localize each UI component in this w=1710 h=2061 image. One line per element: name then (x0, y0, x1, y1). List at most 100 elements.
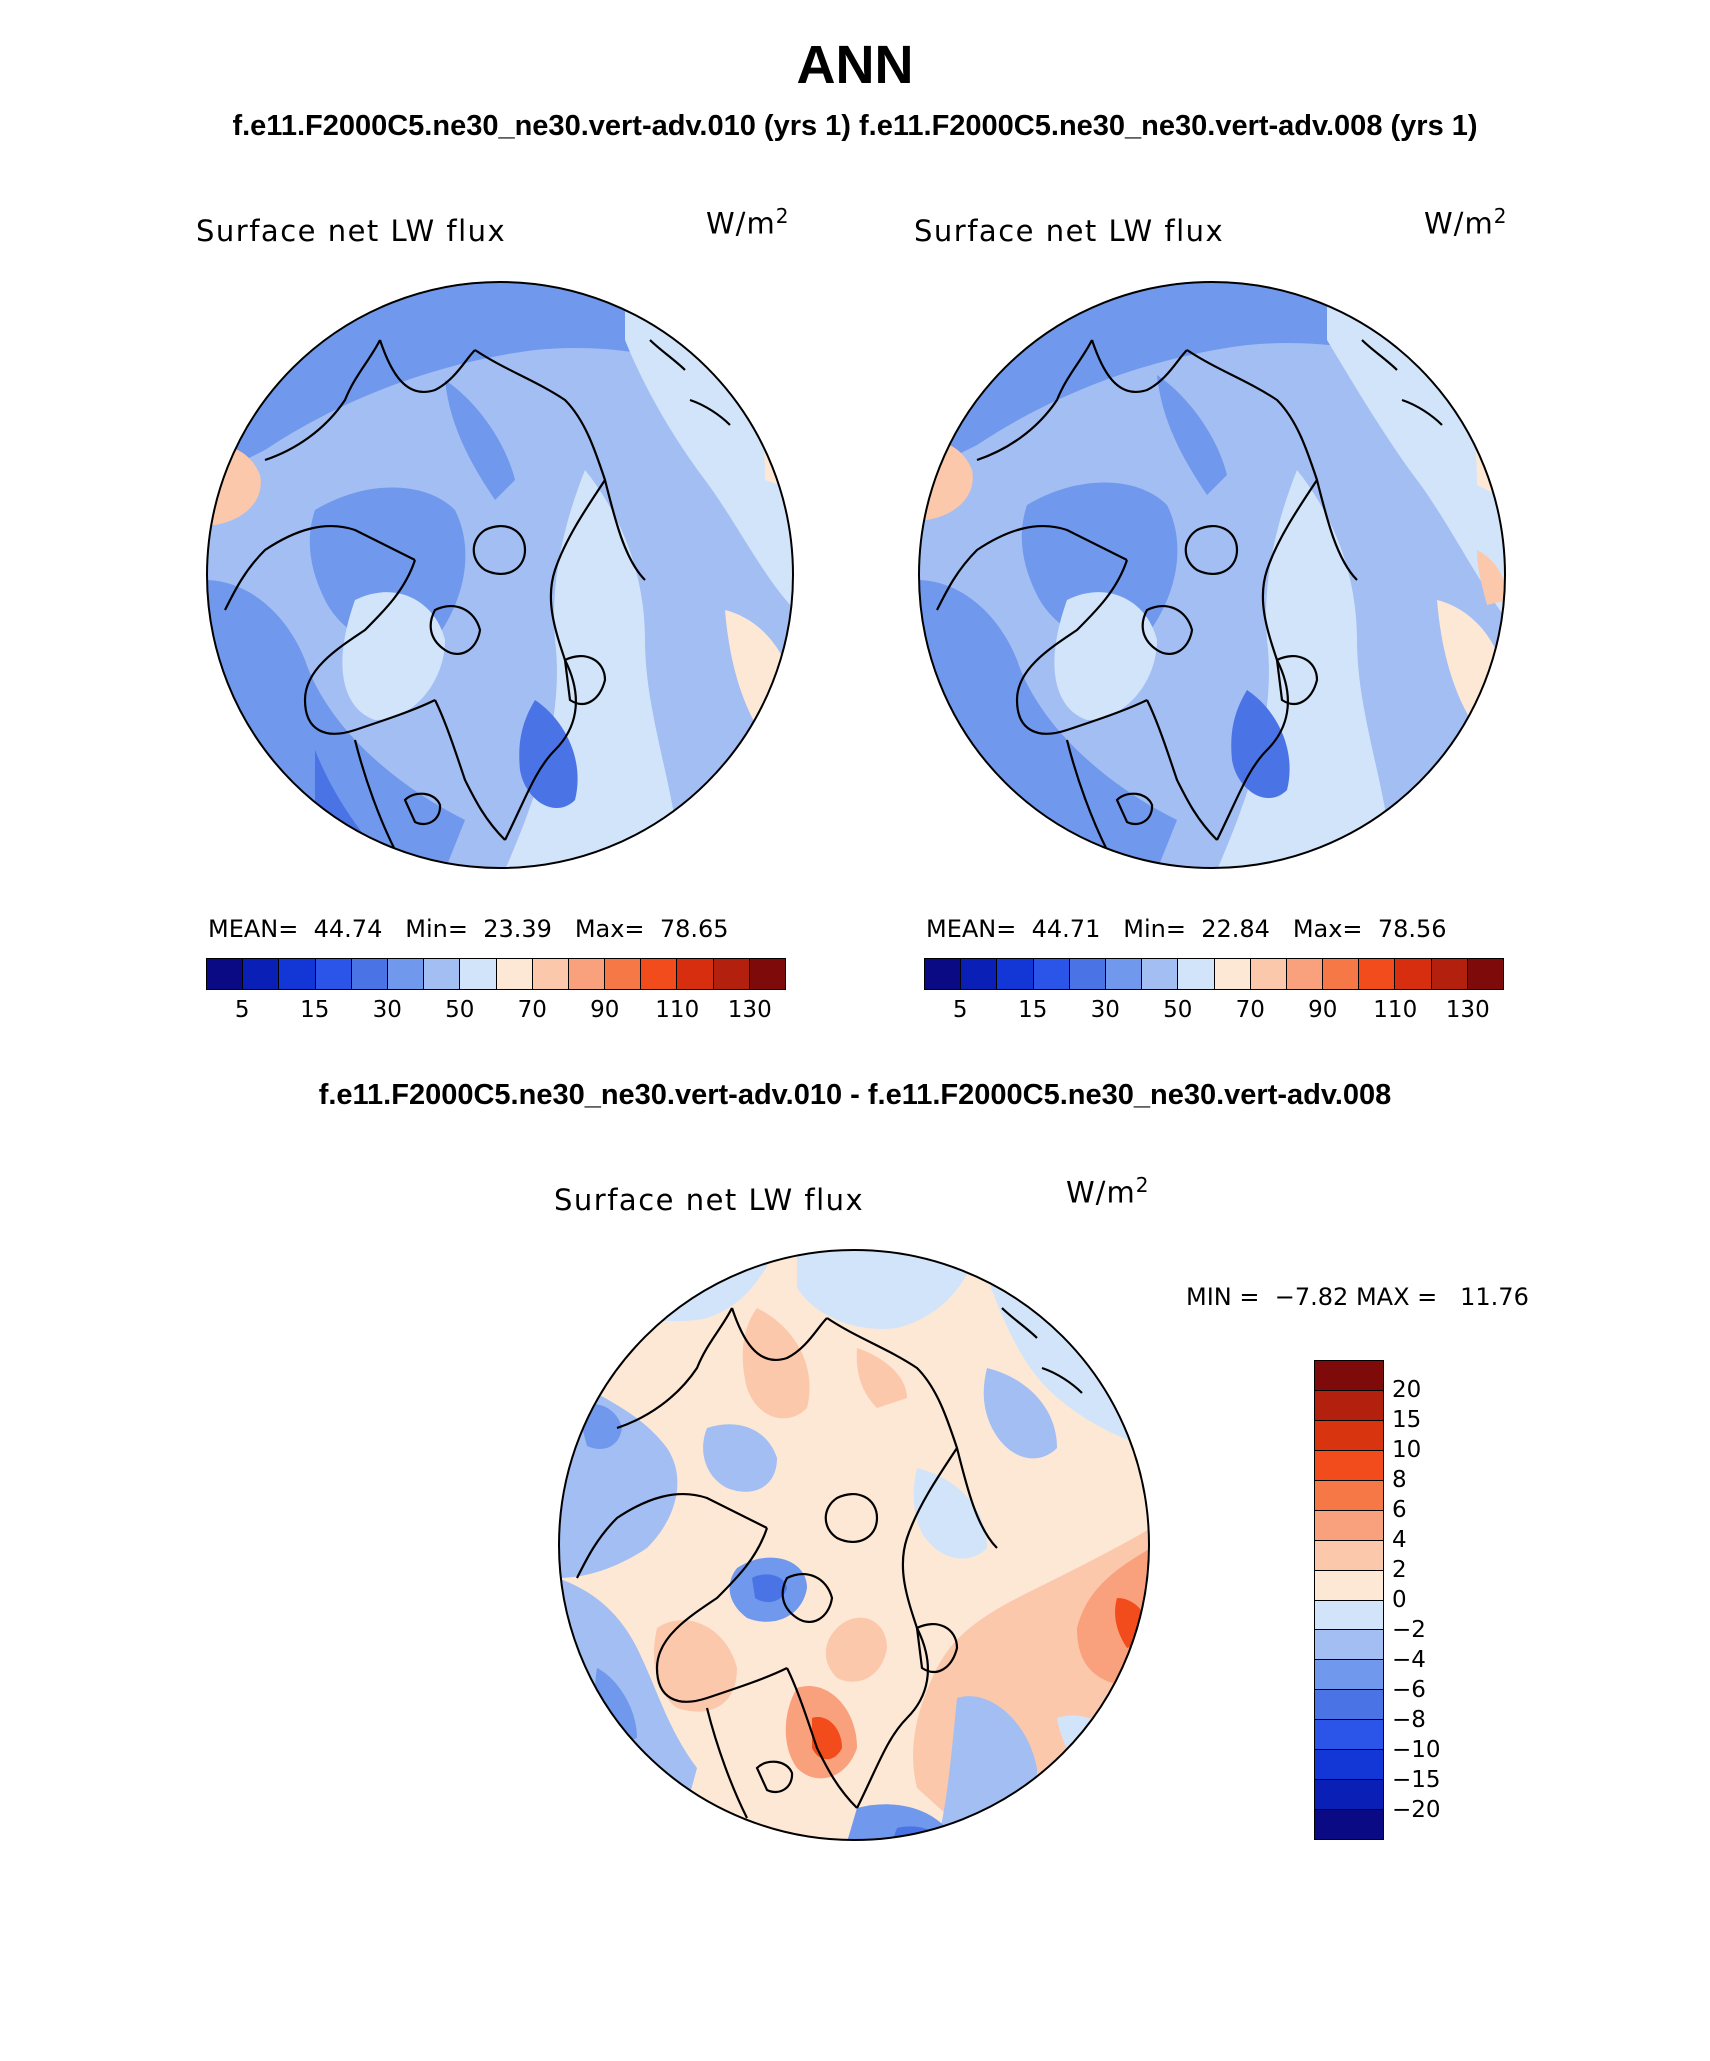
difference-colorbar-cell (1315, 1660, 1383, 1691)
difference-colorbar-label: 0 (1392, 1587, 1407, 1613)
difference-colorbar-label: −10 (1392, 1737, 1441, 1763)
panel-2-colorbar-label: 5 (952, 997, 968, 1023)
panel-2-colorbar-label: 70 (1235, 997, 1265, 1023)
difference-colorbar-labels: 20 15 10 8 6 4 2 0 −2 −4 −6 −8 −10 −15 −20 (1392, 1360, 1472, 1840)
panel-2-colorbar (924, 958, 1504, 990)
difference-units: W/m2 (1066, 1173, 1150, 1210)
panel-2-colorbar-label: 50 (1163, 997, 1193, 1023)
panel-2-colorbar-cell (925, 959, 962, 989)
difference-colorbar-cell (1315, 1780, 1383, 1811)
panel-2-colorbar-cell (1105, 959, 1143, 989)
difference-colorbar-cell (1315, 1810, 1383, 1839)
panel-2-colorbar-cell (1286, 959, 1324, 989)
panel-1-colorbar-cell (605, 959, 642, 989)
difference-title: f.e11.F2000C5.ne30_ne30.vert-adv.010 - f… (318, 1079, 1392, 1111)
difference-colorbar-label: 10 (1392, 1437, 1422, 1463)
panel-2-variable-label: Surface net LW flux (914, 214, 1225, 248)
panel-2-colorbar-cell (997, 959, 1034, 989)
panel-1-colorbar-cell (568, 959, 606, 989)
difference-colorbar-cell (1315, 1480, 1383, 1511)
panel-1-colorbar-cell (749, 959, 785, 989)
panel-2-colorbar-cell (1395, 959, 1432, 989)
panel-2-colorbar-cell (1359, 959, 1396, 989)
difference-colorbar-label: 2 (1392, 1557, 1407, 1583)
difference-colorbar-cell (1315, 1510, 1383, 1541)
difference-colorbar-label: −2 (1392, 1617, 1426, 1643)
panel-2-colorbar-label: 110 (1373, 997, 1418, 1023)
panel-2-polar-map (918, 281, 1506, 869)
difference-colorbar-label: 20 (1392, 1377, 1422, 1403)
panel-1-colorbar-cell (496, 959, 533, 989)
difference-colorbar-label: −20 (1392, 1797, 1441, 1823)
difference-colorbar-cell (1315, 1600, 1383, 1631)
panel-2-colorbar-cell (1431, 959, 1468, 989)
panel-2-colorbar-label: 90 (1308, 997, 1338, 1023)
difference-colorbar-cell (1315, 1570, 1383, 1601)
difference-colorbar-label: −15 (1392, 1767, 1441, 1793)
panel-1-colorbar-label: 50 (445, 997, 475, 1023)
panel-2-stats: MEAN= 44.71 Min= 22.84 Max= 78.56 (926, 915, 1447, 943)
difference-colorbar-label: 6 (1392, 1497, 1407, 1523)
difference-colorbar-label: −4 (1392, 1647, 1426, 1673)
difference-colorbar-label: −8 (1392, 1707, 1426, 1733)
panel-1-stats: MEAN= 44.74 Min= 23.39 Max= 78.65 (208, 915, 729, 943)
panel-1-colorbar-label: 15 (300, 997, 330, 1023)
panel-1-polar-map (206, 281, 794, 869)
panel-1-colorbar-cell (532, 959, 569, 989)
panel-1-colorbar-cell (713, 959, 750, 989)
panel-1-colorbar-labels: 5 15 30 50 70 90 110 130 (206, 997, 786, 1027)
difference-variable-label: Surface net LW flux (554, 1183, 865, 1217)
panel-1-colorbar-cell (351, 959, 388, 989)
panel-1-colorbar-label: 5 (234, 997, 250, 1023)
panel-1-colorbar-cell (677, 959, 714, 989)
difference-colorbar-label: 8 (1392, 1467, 1407, 1493)
difference-colorbar-cell (1315, 1420, 1383, 1451)
panel-1-colorbar-cell (207, 959, 244, 989)
difference-colorbar (1314, 1360, 1384, 1840)
panel-1-colorbar-label: 30 (372, 997, 402, 1023)
difference-colorbar-cell (1315, 1450, 1383, 1481)
panel-2-colorbar-label: 30 (1090, 997, 1120, 1023)
difference-colorbar-cell (1315, 1630, 1383, 1661)
panel-2-colorbar-cell (1323, 959, 1360, 989)
difference-stats: MIN = −7.82 MAX = 11.76 (1186, 1283, 1529, 1311)
panel-2-colorbar-cell (1069, 959, 1106, 989)
panel-2-colorbar-labels: 5 15 30 50 70 90 110 130 (924, 997, 1504, 1027)
difference-colorbar-cell (1315, 1720, 1383, 1751)
page-subtitle: f.e11.F2000C5.ne30_ne30.vert-adv.010 (yr… (232, 110, 1478, 142)
panel-1-colorbar-cell (641, 959, 678, 989)
panel-1-colorbar-cell (315, 959, 352, 989)
panel-2-colorbar-cell (1178, 959, 1215, 989)
panel-2-colorbar-label: 130 (1445, 997, 1490, 1023)
difference-polar-map (558, 1249, 1150, 1841)
panel-1-colorbar-label: 110 (655, 997, 700, 1023)
panel-2-colorbar-label: 15 (1018, 997, 1048, 1023)
panel-2-colorbar-cell (1142, 959, 1179, 989)
panel-1-colorbar-label: 130 (727, 997, 772, 1023)
panel-1-units: W/m2 (706, 204, 790, 241)
panel-1-variable-label: Surface net LW flux (196, 214, 507, 248)
panel-1-colorbar-cell (243, 959, 280, 989)
difference-colorbar-label: 15 (1392, 1407, 1422, 1433)
page-title: ANN (796, 35, 914, 95)
difference-colorbar-cell (1315, 1390, 1383, 1421)
panel-2-units: W/m2 (1424, 204, 1508, 241)
panel-1-colorbar (206, 958, 786, 990)
panel-1-colorbar-label: 90 (590, 997, 620, 1023)
panel-2-colorbar-cell (1214, 959, 1251, 989)
panel-1-colorbar-cell (279, 959, 316, 989)
panel-1-colorbar-cell (460, 959, 497, 989)
panel-2-colorbar-cell (1033, 959, 1070, 989)
difference-colorbar-label: −6 (1392, 1677, 1426, 1703)
difference-colorbar-cell (1315, 1750, 1383, 1781)
panel-2-colorbar-cell (961, 959, 998, 989)
difference-colorbar-label: 4 (1392, 1527, 1407, 1553)
panel-1-colorbar-cell (424, 959, 461, 989)
panel-2-colorbar-cell (1467, 959, 1503, 989)
panel-2-colorbar-cell (1250, 959, 1287, 989)
difference-colorbar-cell (1315, 1690, 1383, 1721)
panel-1-colorbar-label: 70 (517, 997, 547, 1023)
panel-1-colorbar-cell (387, 959, 425, 989)
difference-colorbar-cell (1315, 1540, 1383, 1571)
difference-colorbar-cell (1315, 1361, 1383, 1391)
